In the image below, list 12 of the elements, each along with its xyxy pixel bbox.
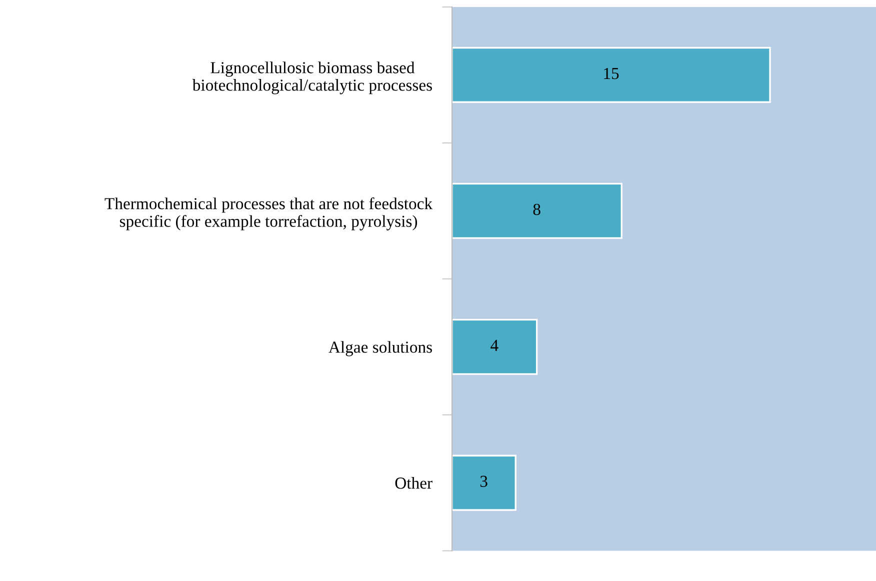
bar [452, 182, 622, 239]
y-tick-label: Lignocellulosic biomass based biotechnological/catalytic processes [192, 62, 432, 94]
data-label: 15 [604, 68, 619, 80]
bar [452, 318, 538, 375]
data-label: 3 [480, 476, 488, 487]
bar [452, 454, 516, 511]
bar [452, 46, 771, 103]
y-tick-label: Thermochemical processes that are not feedstock specific (for example torrefaction, pyrolysis) [104, 197, 433, 230]
y-tick-label: Other [395, 477, 432, 489]
data-label: 8 [533, 204, 540, 216]
data-label: 4 [490, 340, 498, 351]
y-tick-label: Algae solutions [328, 341, 432, 356]
